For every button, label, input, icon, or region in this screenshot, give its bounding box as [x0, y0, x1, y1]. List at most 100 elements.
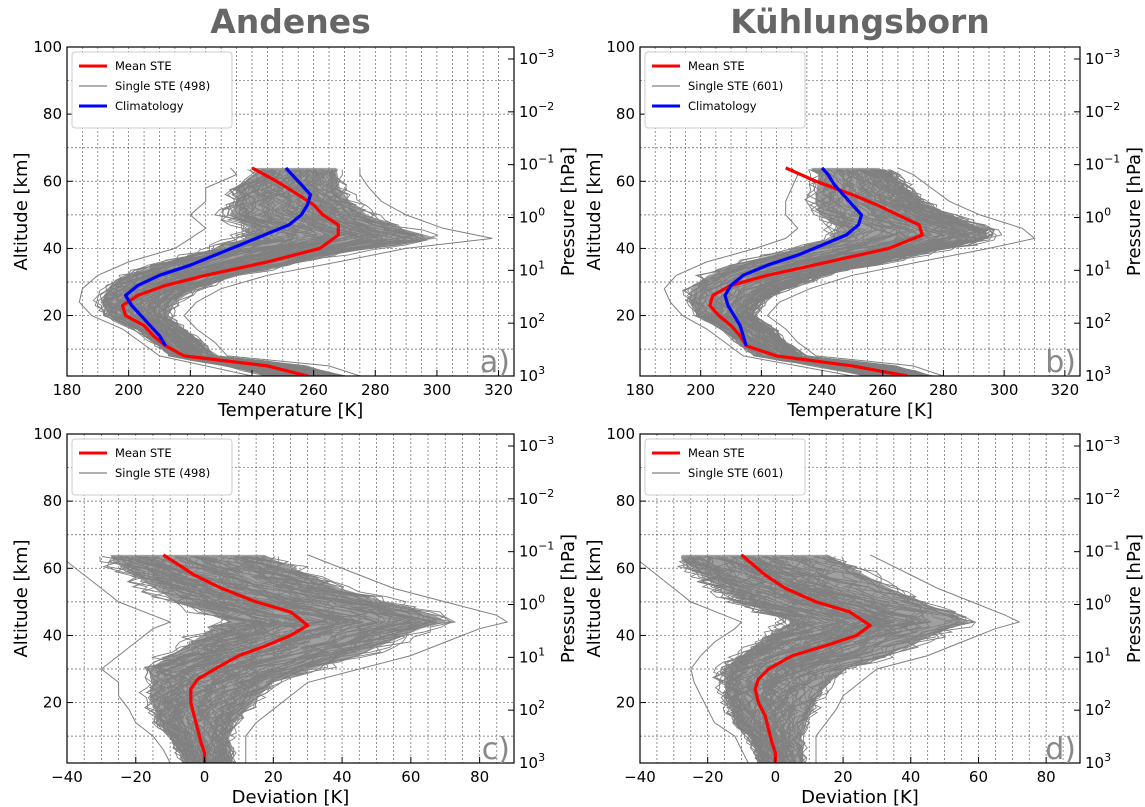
x-axis-label: Temperature [K] [786, 400, 933, 421]
y2-tick-label: 102 [519, 698, 545, 719]
y2-tick-label: 100 [519, 593, 545, 614]
y2-tick-exponent: −3 [538, 47, 554, 60]
single-ste-line [681, 556, 786, 763]
y2-tick-label: 10−2 [1085, 100, 1120, 121]
y2-tick-base: 10 [519, 543, 538, 561]
y2-tick-base: 10 [1085, 103, 1104, 121]
x-tick-label: 0 [200, 768, 210, 786]
chart-title-andenes: Andenes [210, 2, 371, 41]
y-tick-label: 80 [616, 105, 635, 123]
x-tick-label: 40 [333, 768, 352, 786]
x-tick-label: 240 [808, 381, 837, 399]
panel-b: 180 200 220 240 260 280 300 3202040608010010−31… [584, 38, 1145, 421]
y2-tick-exponent: −3 [1104, 47, 1120, 60]
single-ste-curves [78, 167, 493, 376]
single-ste-line [96, 169, 269, 376]
single-ste-envelope-min [640, 554, 749, 763]
y2-tick-exponent: 1 [538, 645, 545, 658]
y2-tick-exponent: 0 [1104, 206, 1111, 219]
x-tick-label: 40 [901, 768, 920, 786]
single-ste-band [690, 167, 990, 376]
legend-box [644, 438, 806, 496]
y-tick-label: 20 [616, 694, 635, 712]
y2-tick-exponent: 2 [538, 698, 545, 711]
y2-tick-label: 10−1 [1085, 153, 1120, 174]
y-tick-label: 100 [606, 425, 635, 443]
single-ste-band [100, 167, 439, 376]
y-tick-label: 80 [43, 492, 62, 510]
y2-tick-base: 10 [1085, 50, 1104, 68]
x-tick-label: 320 [484, 381, 513, 399]
y2-tick-base: 10 [519, 754, 538, 772]
y2-tick-label: 103 [519, 364, 545, 385]
panel-label: b) [1045, 345, 1076, 380]
y2-tick-label: 10−1 [1085, 540, 1120, 561]
y-tick-label: 100 [606, 38, 635, 56]
single-ste-line [798, 556, 977, 763]
y-tick-label: 20 [616, 307, 635, 325]
y2-tick-exponent: −1 [538, 540, 554, 553]
single-ste-envelope-min [78, 167, 253, 376]
y2-tick-base: 10 [1085, 648, 1104, 666]
x-axis-label: Deviation [K] [801, 787, 919, 807]
single-ste-envelope-min [663, 167, 853, 376]
y2-tick-label: 10−1 [519, 540, 554, 561]
y2-tick-base: 10 [519, 156, 538, 174]
y-tick-label: 60 [616, 172, 635, 190]
y2-axis-label: Pressure [hPa] [558, 534, 579, 663]
y2-tick-exponent: 2 [1104, 698, 1111, 711]
y2-tick-base: 10 [519, 261, 538, 279]
y2-tick-base: 10 [519, 490, 538, 508]
single-ste-envelope-max [766, 167, 1036, 376]
y2-tick-base: 10 [519, 209, 538, 227]
y-tick-label: 40 [616, 239, 635, 257]
axes-frame [639, 46, 1081, 377]
y-axis-label: Altitude [km] [11, 539, 32, 657]
y2-tick-exponent: 0 [538, 206, 545, 219]
x-tick-label: 20 [834, 768, 853, 786]
single-ste-envelope-max [183, 167, 493, 376]
legend-label: Climatology [688, 99, 757, 113]
y2-tick-base: 10 [1085, 156, 1104, 174]
y2-tick-label: 101 [519, 258, 545, 279]
y2-tick-label: 10−1 [519, 153, 554, 174]
y2-tick-base: 10 [519, 103, 538, 121]
y2-tick-label: 10−3 [1085, 434, 1120, 455]
y2-tick-exponent: −2 [1104, 100, 1120, 113]
single-ste-envelope-max [815, 554, 1021, 763]
y2-tick-base: 10 [1085, 437, 1104, 455]
y2-tick-base: 10 [519, 701, 538, 719]
y2-tick-exponent: 3 [1104, 751, 1111, 764]
x-tick-label: 80 [1037, 768, 1056, 786]
y2-tick-exponent: −1 [538, 153, 554, 166]
y-tick-label: 80 [616, 492, 635, 510]
y2-tick-exponent: 1 [1104, 645, 1111, 658]
y-axis-label: Altitude [km] [11, 152, 32, 270]
y2-tick-label: 101 [519, 645, 545, 666]
legend: Mean STE Single STE (601) Climatology [644, 51, 806, 129]
y-tick-label: 40 [616, 626, 635, 644]
y2-tick-label: 103 [1085, 751, 1111, 772]
y2-tick-base: 10 [1085, 701, 1104, 719]
x-tick-label: −40 [624, 768, 656, 786]
y2-tick-base: 10 [1085, 543, 1104, 561]
x-tick-label: 300 [423, 381, 452, 399]
y-tick-label: 60 [43, 172, 62, 190]
y2-tick-exponent: 2 [1104, 311, 1111, 324]
legend-box [644, 51, 806, 129]
y2-tick-label: 101 [1085, 258, 1111, 279]
y2-tick-exponent: −2 [538, 487, 554, 500]
x-tick-label: 180 [626, 381, 655, 399]
legend-label: Mean STE [688, 59, 745, 73]
x-tick-label: 280 [361, 381, 390, 399]
y2-tick-base: 10 [1085, 314, 1104, 332]
y2-tick-label: 10−2 [1085, 487, 1120, 508]
y-tick-label: 40 [43, 239, 62, 257]
y2-tick-exponent: 2 [538, 311, 545, 324]
legend-label: Single STE (601) [688, 466, 783, 480]
series-climatology [123, 166, 313, 347]
series-mean-ste [162, 553, 310, 763]
y2-tick-base: 10 [1085, 209, 1104, 227]
y-tick-label: 40 [43, 626, 62, 644]
